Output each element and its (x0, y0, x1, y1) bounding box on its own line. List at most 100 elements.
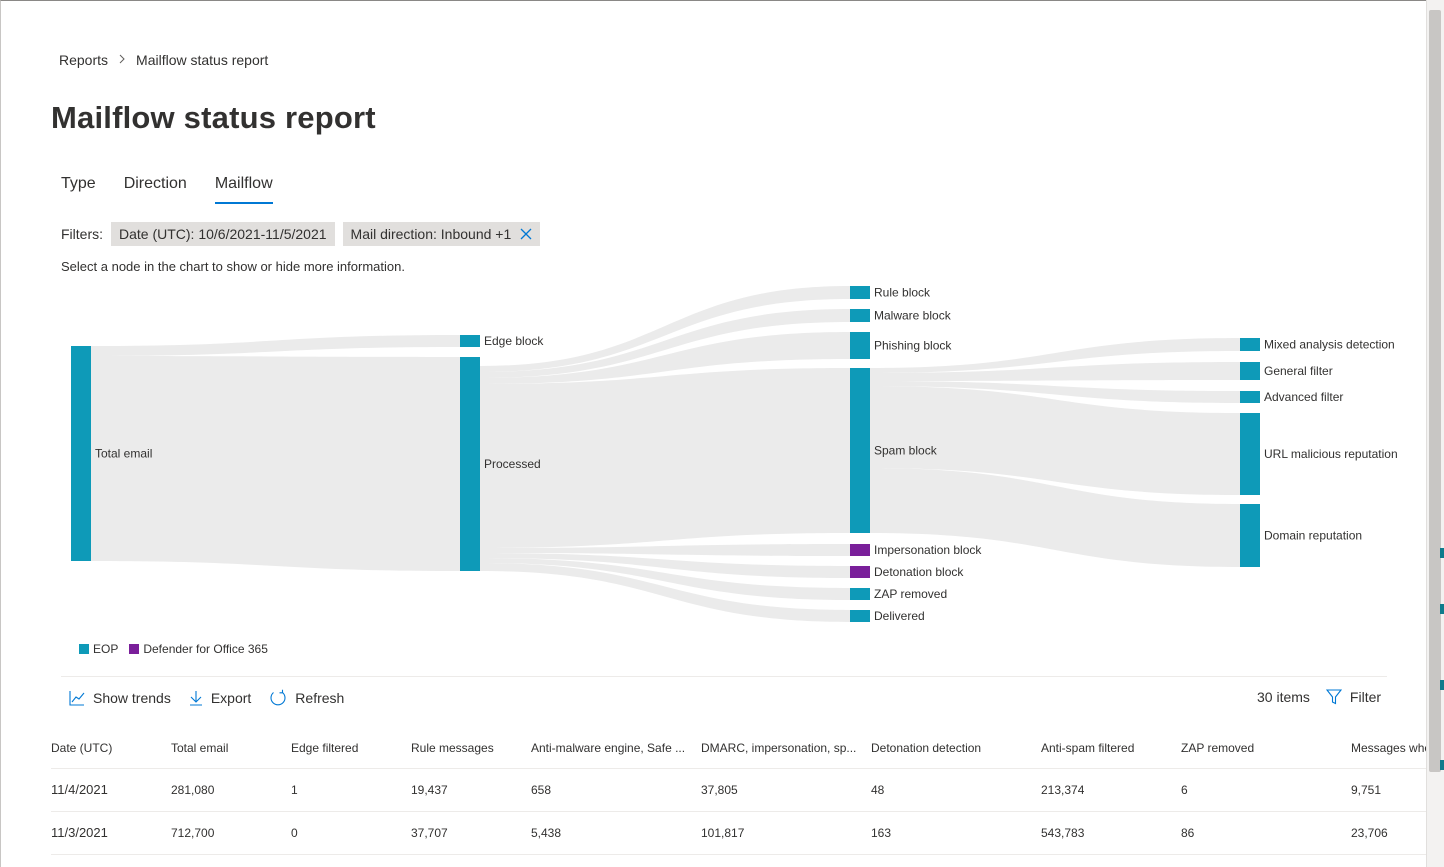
column-header[interactable]: Messages whe (1351, 741, 1426, 755)
breadcrumb: Reports Mailflow status report (59, 52, 268, 68)
sankey-node-processed[interactable] (460, 357, 480, 571)
close-icon[interactable] (520, 222, 532, 246)
scrollbar-thumb[interactable] (1429, 10, 1441, 772)
cell-anti-malware: 5,438 (531, 826, 562, 840)
edge-marker (1440, 680, 1444, 690)
show-trends-button[interactable]: Show trends (69, 690, 171, 706)
cell-rule-messages: 37,707 (411, 826, 448, 840)
column-header[interactable]: Edge filtered (291, 741, 359, 755)
sankey-node-zap[interactable] (850, 588, 870, 600)
sankey-node-url[interactable] (1240, 413, 1260, 495)
sankey-link-processed-malware (480, 309, 850, 378)
table-row[interactable]: 11/3/2021 712,700 0 37,707 5,438 101,817… (51, 812, 1426, 855)
sankey-label-mixed[interactable]: Mixed analysis detection (1264, 338, 1395, 352)
filter-button[interactable]: Filter (1325, 689, 1382, 705)
legend-defender-swatch (129, 644, 140, 654)
sankey-node-mixed[interactable] (1240, 338, 1260, 351)
tab-type[interactable]: Type (61, 175, 96, 192)
cell-total-email: 712,700 (171, 826, 215, 840)
show-trends-label: Show trends (93, 690, 171, 706)
column-header[interactable]: Rule messages (411, 741, 494, 755)
refresh-icon (270, 689, 286, 706)
cell-messages: 9,751 (1351, 783, 1382, 797)
chevron-right-icon (118, 53, 126, 67)
sankey-label-spam[interactable]: Spam block (874, 444, 938, 458)
column-header[interactable]: Detonation detection (871, 741, 982, 755)
table-row[interactable]: 11/4/2021 281,080 1 19,437 658 37,805 48… (51, 769, 1426, 812)
sankey-label-zap[interactable]: ZAP removed (874, 587, 947, 601)
sankey-link-processed-spam (480, 368, 850, 548)
sankey-node-general[interactable] (1240, 362, 1260, 380)
sankey-link-spam-advanced (870, 381, 1240, 403)
legend-eop-swatch (79, 644, 89, 654)
sankey-link-total-processed (91, 356, 460, 571)
column-header[interactable]: Anti-malware engine, Safe ... (531, 741, 686, 755)
filter-chip-direction-key: Mail direction: (350, 226, 437, 242)
sankey-label-domain[interactable]: Domain reputation (1264, 529, 1362, 543)
refresh-button[interactable]: Refresh (269, 689, 344, 707)
sankey-node-phish[interactable] (850, 332, 870, 359)
tab-direction[interactable]: Direction (123, 175, 187, 192)
filter-chip-date[interactable]: Date (UTC): 10/6/2021-11/5/2021 (111, 222, 335, 246)
sankey-node-malware[interactable] (850, 309, 870, 322)
mailflow-sankey-chart[interactable]: Total email Edge block Processed Rule block… (0, 270, 1420, 640)
cell-date: 11/3/2021 (51, 825, 108, 840)
sankey-link-spam-domain (870, 468, 1240, 567)
sankey-node-edge[interactable] (460, 335, 480, 347)
column-header[interactable]: DMARC, impersonation, sp... (701, 741, 857, 755)
cell-zap-removed: 6 (1181, 783, 1188, 797)
legend-defender[interactable]: Defender for Office 365 (129, 642, 268, 656)
sankey-label-general[interactable]: General filter (1264, 364, 1333, 378)
sankey-label-delivered[interactable]: Delivered (874, 609, 925, 623)
export-button[interactable]: Export (189, 690, 251, 706)
column-header[interactable]: Date (UTC) (51, 741, 113, 755)
tab-mailflow[interactable]: Mailflow (214, 175, 273, 204)
sankey-label-advanced[interactable]: Advanced filter (1264, 390, 1343, 404)
column-header[interactable]: Anti-spam filtered (1041, 741, 1135, 755)
cell-dmarc: 37,805 (701, 783, 738, 797)
cell-date: 11/4/2021 (51, 782, 108, 797)
sankey-label-malware[interactable]: Malware block (874, 309, 952, 323)
sankey-label-deton[interactable]: Detonation block (874, 565, 964, 579)
sankey-node-delivered[interactable] (850, 610, 870, 622)
breadcrumb-reports-link[interactable]: Reports (59, 52, 109, 68)
line-chart-icon (69, 691, 85, 706)
vertical-scrollbar[interactable] (1426, 0, 1444, 867)
sankey-link-processed-zap (480, 558, 850, 600)
sankey-label-edge[interactable]: Edge block (484, 334, 544, 348)
data-table: Date (UTC) Total email Edge filtered Rul… (51, 728, 1426, 867)
cell-detonation: 163 (871, 826, 892, 840)
filter-chip-date-key: Date (UTC): (119, 226, 195, 242)
edge-marker (1440, 548, 1444, 558)
cell-anti-malware: 658 (531, 783, 552, 797)
sankey-label-total[interactable]: Total email (95, 447, 152, 461)
sankey-label-imperson[interactable]: Impersonation block (874, 543, 982, 557)
page-title: Mailflow status report (51, 100, 376, 135)
sankey-node-total[interactable] (71, 346, 91, 561)
sankey-node-imperson[interactable] (850, 544, 870, 556)
legend-eop[interactable]: EOP (79, 642, 118, 656)
sankey-node-deton[interactable] (850, 566, 870, 578)
filter-label: Filter (1349, 689, 1382, 705)
sankey-node-domain[interactable] (1240, 504, 1260, 567)
column-header[interactable]: Total email (171, 741, 229, 755)
sankey-node-spam[interactable] (850, 368, 870, 533)
divider (61, 676, 1387, 677)
cell-rule-messages: 19,437 (411, 783, 448, 797)
sankey-node-rule[interactable] (850, 286, 870, 299)
sankey-link-processed-phish (480, 332, 850, 384)
sankey-label-processed[interactable]: Processed (484, 457, 541, 471)
refresh-label: Refresh (295, 690, 345, 706)
cell-messages: 23,706 (1351, 826, 1388, 840)
sankey-label-url[interactable]: URL malicious reputation (1264, 447, 1398, 461)
filter-chip-direction[interactable]: Mail direction: Inbound +1 (342, 222, 541, 246)
column-header[interactable]: ZAP removed (1181, 741, 1255, 755)
cell-edge-filtered: 1 (291, 783, 298, 797)
sankey-link-processed-delivered (480, 563, 850, 622)
sankey-link-total-edge (91, 335, 460, 356)
sankey-link-processed-rule (480, 286, 850, 372)
sankey-node-advanced[interactable] (1240, 391, 1260, 403)
sankey-label-phish[interactable]: Phishing block (874, 339, 952, 353)
sankey-label-rule[interactable]: Rule block (874, 286, 931, 300)
